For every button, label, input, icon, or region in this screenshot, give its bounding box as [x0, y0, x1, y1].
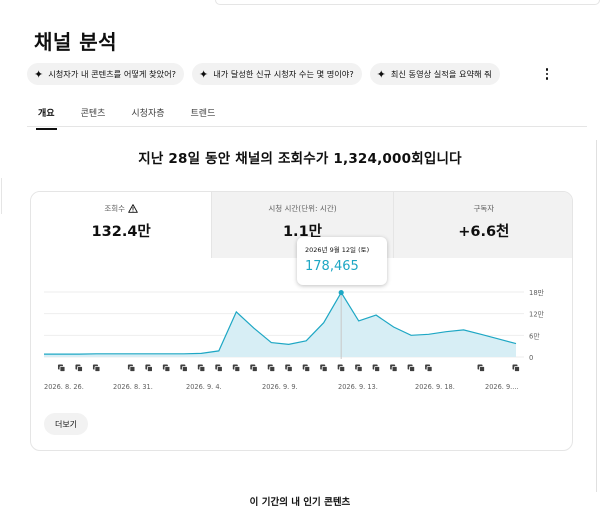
metric-subscribers[interactable]: 구독자 +6.6천 [392, 192, 572, 258]
video-marker-icon [267, 364, 276, 372]
tab-content[interactable]: 콘텐츠 [80, 109, 106, 119]
video-marker-icon [390, 364, 398, 372]
overview-headline: 지난 28일 동안 채널의 조회수가 1,324,000회입니다 [138, 151, 462, 167]
tab-trends[interactable]: 트렌드 [190, 109, 216, 119]
warning-icon[interactable] [128, 204, 138, 213]
video-marker-icon [320, 364, 328, 372]
analytics-tabs: 개요 콘텐츠 시청자층 트렌드 [36, 106, 241, 130]
x-tick-label: 2026. 8. 26. [44, 383, 84, 391]
tabs-divider [27, 126, 587, 127]
sparkle-icon: ✦ [376, 67, 386, 81]
video-marker-icon [127, 364, 136, 372]
video-marker-icon [75, 364, 83, 372]
chart-tooltip: 2026년 9월 12일 (토) 178,465 [297, 237, 387, 285]
video-marker-icon [232, 364, 241, 372]
video-marker-icon [337, 364, 346, 372]
video-marker-icon [162, 364, 171, 372]
x-tick-label: 2026. 9. 4. [186, 383, 222, 391]
video-marker-icon [57, 364, 66, 372]
video-marker-icon [355, 364, 363, 372]
suggestion-chip-new-viewers[interactable]: ✦ 내가 달성한 신규 시청자 수는 몇 명이야? [191, 63, 362, 85]
sparkle-icon: ✦ [34, 67, 44, 81]
metric-value: +6.6천 [458, 224, 510, 240]
x-tick-label: 2026. 9. 18. [415, 383, 455, 391]
metric-label: 조회수 [104, 204, 126, 213]
sparkle-icon: ✦ [198, 67, 209, 81]
tab-overview[interactable]: 개요 [36, 106, 57, 130]
area-fill [44, 292, 516, 357]
top-content-title: 이 기간의 내 인기 콘텐츠 [249, 497, 351, 508]
y-tick-label: 18만 [529, 288, 544, 297]
video-marker-icon [197, 364, 206, 372]
metric-label: 구독자 [473, 204, 495, 213]
video-marker-icon [250, 364, 258, 372]
video-marker-icon [407, 364, 416, 372]
metric-value: 1.1만 [282, 224, 322, 240]
tab-audience[interactable]: 시청자층 [131, 109, 165, 119]
right-panel-edge [596, 140, 600, 492]
chip-label: 최신 동영상 실적을 요약해 줘 [390, 69, 492, 79]
x-tick-label: 2026. 9. 9. [262, 383, 298, 391]
video-marker-icon [512, 364, 520, 372]
video-marker-icon [425, 364, 433, 372]
y-tick-label: 12만 [529, 310, 544, 319]
ask-suggestion-chips: ✦ 시청자가 내 콘텐츠를 어떻게 찾았어? ✦ 내가 달성한 신규 시청자 수… [27, 63, 500, 85]
metric-value: 132.4만 [91, 224, 151, 240]
video-marker-icon [180, 364, 188, 372]
suggestion-chip-traffic[interactable]: ✦ 시청자가 내 콘텐츠를 어떻게 찾았어? [27, 63, 184, 85]
chip-label: 내가 달성한 신규 시청자 수는 몇 명이야? [213, 69, 354, 79]
x-tick-label: 2026. 9. 13. [338, 383, 378, 391]
highlight-point [338, 289, 344, 296]
metric-label: 시청 시간(단위: 시간) [268, 204, 337, 213]
video-marker-icon [302, 364, 311, 372]
video-marker-icon [145, 364, 153, 372]
x-tick-label: 2026. 8. 31. [113, 383, 153, 391]
tooltip-date: 2026년 9월 12일 (토) [305, 246, 370, 254]
video-marker-icon [285, 364, 293, 372]
tooltip-value: 178,465 [305, 259, 359, 274]
y-tick-label: 6만 [529, 331, 540, 340]
page-title: 채널 분석 [34, 30, 118, 54]
y-tick-label: 0 [529, 354, 533, 362]
more-vert-icon[interactable] [540, 65, 554, 83]
suggestion-chip-summary[interactable]: ✦ 최신 동영상 실적을 요약해 줘 [369, 63, 500, 85]
x-tick-label: 2026. 9.... [485, 383, 519, 391]
series-line [44, 291, 517, 355]
video-marker-icon [215, 364, 223, 372]
see-more-button[interactable]: 더보기 [44, 413, 88, 435]
video-marker-icon [372, 364, 381, 372]
video-marker-icon [477, 364, 485, 372]
views-chart[interactable]: 18만 12만 6만 0 2026. 8. 26. 2026. 8. 31. 2026. 9… [0, 0, 600, 400]
chip-label: 시청자가 내 콘텐츠를 어떻게 찾았어? [48, 69, 176, 79]
video-marker-icon [92, 364, 101, 372]
left-panel-edge [0, 178, 2, 214]
metric-views[interactable]: 조회수 132.4만 [31, 192, 212, 258]
